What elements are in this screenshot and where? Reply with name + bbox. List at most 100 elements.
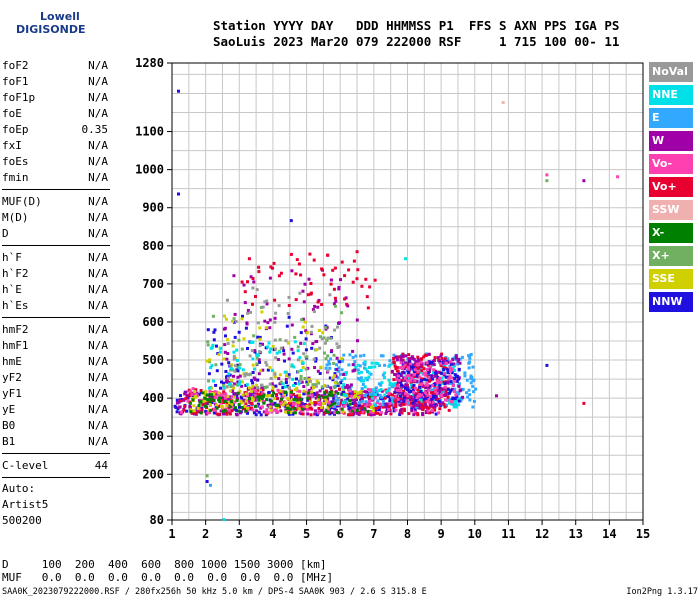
- echo-point: [183, 405, 187, 408]
- echo-point: [436, 356, 440, 360]
- echo-point: [340, 311, 344, 315]
- echo-point: [341, 385, 344, 389]
- echo-point: [253, 404, 257, 408]
- echo-point: [265, 394, 269, 398]
- echo-point: [257, 353, 261, 357]
- echo-point: [238, 380, 242, 384]
- echo-point: [379, 388, 383, 392]
- echo-point: [351, 356, 355, 359]
- echo-point: [353, 360, 357, 364]
- echo-point: [257, 402, 260, 406]
- echo-point: [199, 400, 203, 404]
- echo-point: [235, 368, 239, 372]
- echo-point: [218, 393, 222, 397]
- echo-point: [323, 390, 327, 394]
- echo-point: [358, 364, 362, 368]
- echo-point: [427, 379, 431, 383]
- echo-point: [265, 398, 269, 402]
- echo-point: [443, 393, 447, 397]
- echo-point: [224, 392, 228, 396]
- echo-point: [210, 346, 214, 349]
- echo-point: [440, 352, 444, 356]
- echo-point: [243, 407, 247, 411]
- echo-point: [458, 357, 462, 361]
- echo-point: [218, 412, 222, 416]
- param-value: N/A: [88, 171, 108, 184]
- echo-point: [356, 407, 360, 411]
- param-separator: [2, 477, 110, 478]
- echo-point: [443, 405, 447, 409]
- echo-point: [335, 342, 339, 346]
- echo-point: [241, 314, 244, 318]
- echo-point: [429, 375, 433, 379]
- echo-point: [250, 402, 254, 405]
- echo-point: [254, 394, 258, 398]
- echo-point: [303, 320, 307, 324]
- echo-point: [413, 379, 417, 383]
- echo-point: [385, 410, 389, 414]
- echo-point: [290, 405, 294, 409]
- echo-point: [426, 363, 430, 367]
- echo-point: [258, 337, 262, 341]
- echo-point: [313, 304, 317, 308]
- echo-point: [444, 403, 448, 407]
- echo-point: [218, 396, 222, 400]
- echo-point: [283, 391, 287, 394]
- echo-point: [316, 305, 320, 309]
- echo-point: [295, 258, 299, 262]
- echo-point: [363, 385, 367, 389]
- echo-point: [290, 347, 294, 351]
- echo-point: [188, 393, 192, 397]
- echo-point: [413, 375, 417, 379]
- echo-point: [305, 331, 309, 335]
- echo-point: [274, 356, 278, 360]
- echo-point: [333, 266, 337, 270]
- echo-point: [360, 404, 364, 408]
- echo-point: [371, 404, 375, 408]
- echo-point: [336, 325, 339, 329]
- echo-point: [257, 270, 261, 274]
- y-tick-label: 700: [142, 277, 164, 291]
- echo-point: [438, 376, 442, 380]
- echo-point: [377, 388, 381, 392]
- echo-point: [416, 355, 420, 359]
- echo-point: [270, 368, 274, 372]
- echo-point: [228, 405, 232, 409]
- echo-point: [443, 398, 447, 402]
- echo-point: [248, 386, 251, 390]
- echo-point: [266, 345, 270, 349]
- echo-point: [387, 394, 391, 398]
- echo-point: [469, 353, 473, 356]
- echo-point: [315, 379, 319, 383]
- echo-point: [250, 389, 254, 393]
- echo-point: [273, 397, 277, 400]
- echo-point: [186, 397, 190, 401]
- echo-point: [432, 363, 436, 367]
- echo-point: [221, 409, 225, 413]
- echo-point: [412, 390, 416, 394]
- echo-point: [367, 404, 371, 408]
- echo-point: [329, 386, 333, 390]
- echo-point: [367, 400, 371, 403]
- echo-point: [439, 371, 443, 375]
- echo-point: [422, 397, 426, 401]
- echo-point: [334, 374, 338, 378]
- echo-point: [402, 384, 406, 388]
- echo-point: [351, 280, 355, 284]
- y-tick-label: 1280: [135, 56, 164, 70]
- echo-point: [364, 390, 368, 394]
- echo-point: [220, 398, 224, 402]
- echo-point: [362, 353, 366, 357]
- param-name: foEs: [2, 155, 29, 168]
- echo-point: [248, 397, 251, 400]
- echo-point: [289, 407, 293, 411]
- echo-point: [266, 321, 270, 325]
- echo-point: [231, 344, 235, 348]
- autoscaling-info: Auto: Artist5 500200: [2, 481, 48, 529]
- echo-point: [346, 404, 350, 408]
- echo-point: [374, 407, 378, 410]
- echo-point: [261, 400, 265, 403]
- echo-point: [262, 410, 266, 414]
- echo-point: [404, 354, 408, 358]
- echo-point: [244, 372, 247, 376]
